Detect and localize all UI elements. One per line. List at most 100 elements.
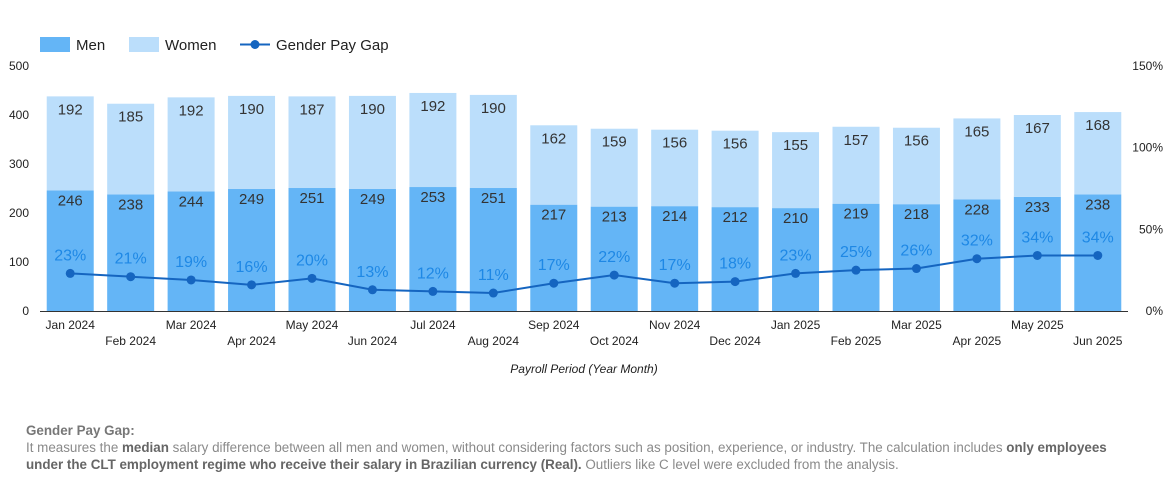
bar-women-label: 155 [783,137,808,154]
bar-men [711,207,759,311]
x-tick-label: Apr 2025 [953,334,1002,348]
gap-point [730,277,740,287]
gap-label: 32% [961,233,993,250]
bar-women-label: 192 [58,101,83,118]
bar-men-label: 251 [481,190,506,207]
bar-men [832,203,880,311]
gap-label: 21% [115,251,147,268]
bar-women-label: 168 [1085,117,1110,134]
bar-men-label: 219 [843,206,868,223]
bar-women-label: 192 [420,98,445,115]
bar-women [107,103,155,195]
bar-men [530,204,578,311]
gap-label: 34% [1021,229,1053,246]
gap-point [609,270,619,280]
bar-men-label: 238 [1085,196,1110,213]
x-tick-label: Jun 2024 [348,334,398,348]
bar-men-label: 238 [118,196,143,213]
x-tick-label: May 2025 [1011,318,1064,332]
gap-point [307,273,317,283]
bar-women [167,97,215,192]
y-axis-right: 0% 50% 100% 150% [1132,59,1163,318]
x-axis-title: Payroll Period (Year Month) [510,362,657,376]
bar-women-label: 165 [964,123,989,140]
note-bold-1: median [122,440,169,455]
gap-point [851,265,861,275]
bar-women [590,128,638,207]
y2-tick-label: 150% [1132,59,1163,73]
gap-label: 12% [417,265,449,282]
x-tick-label: Jun 2025 [1073,334,1123,348]
gap-definition-note: Gender Pay Gap: It measures the median s… [26,422,1136,473]
bar-men-label: 249 [239,191,264,208]
bar-women [46,96,94,191]
x-tick-label: Mar 2025 [891,318,942,332]
gap-point [1032,250,1042,260]
gap-label: 11% [478,267,509,284]
note-body: It measures the median salary difference… [26,439,1136,473]
bar-men-label: 214 [662,208,687,225]
bar-men [651,206,699,311]
gap-point [488,288,498,298]
bar-men [772,208,820,311]
gap-label: 17% [659,257,691,274]
bar-women [1074,112,1122,195]
note-text-3: Outliers like C level were excluded from… [581,457,899,472]
bar-women [892,127,940,205]
bar-men [590,206,638,311]
note-bold-2: only employees under the CLT employment … [26,440,1107,472]
x-tick-label: Aug 2024 [468,334,520,348]
gap-label: 18% [719,256,751,273]
bar-men-label: 212 [723,209,748,226]
gap-label: 23% [54,247,86,264]
bar-men [167,191,215,311]
note-title: Gender Pay Gap: [26,423,135,438]
bar-men-label: 244 [179,193,204,210]
bar-women-label: 156 [662,135,687,152]
bar-women-label: 190 [481,100,506,117]
x-tick-label: Jan 2025 [771,318,821,332]
x-tick-label: Oct 2024 [590,334,639,348]
y-tick-label: 0 [22,304,29,318]
bar-women [348,95,396,189]
y-tick-label: 500 [9,59,29,73]
x-tick-label: Nov 2024 [649,318,701,332]
gap-label: 16% [236,259,268,276]
x-tick-label: Apr 2024 [227,334,276,348]
bar-women [772,132,820,209]
bar-women-label: 156 [904,133,929,150]
bar-men-label: 233 [1025,199,1050,216]
x-tick-label: May 2024 [286,318,339,332]
bar-men [46,190,94,311]
gap-point [911,264,921,274]
legend-gap-label: Gender Pay Gap [276,37,389,54]
bar-men-label: 218 [904,206,929,223]
gap-point [428,286,438,296]
y2-tick-label: 50% [1139,222,1163,236]
bar-men-label: 251 [299,190,324,207]
bar-women-label: 190 [239,101,264,118]
gap-label: 20% [296,252,328,269]
bar-women [228,95,276,189]
bar-women-label: 190 [360,101,385,118]
gap-line [70,254,1098,295]
bar-women [469,94,517,189]
bar-men-label: 249 [360,191,385,208]
bar-men [892,204,940,311]
legend-women-label: Women [165,37,216,54]
legend-women-swatch [129,37,159,52]
gap-point [1093,250,1103,260]
bar-women-label: 167 [1025,120,1050,137]
bar-women-label: 162 [541,130,566,147]
bar-men [107,194,155,311]
legend-men-swatch [40,37,70,52]
gap-label: 25% [840,244,872,261]
bar-men-label: 217 [541,207,566,224]
x-tick-label: Jul 2024 [410,318,456,332]
bar-women-label: 192 [179,102,204,119]
y-tick-label: 100 [9,255,29,269]
bar-men-label: 210 [783,210,808,227]
gap-point [126,272,136,282]
bar-women [409,92,457,188]
x-tick-label: Feb 2025 [831,334,882,348]
